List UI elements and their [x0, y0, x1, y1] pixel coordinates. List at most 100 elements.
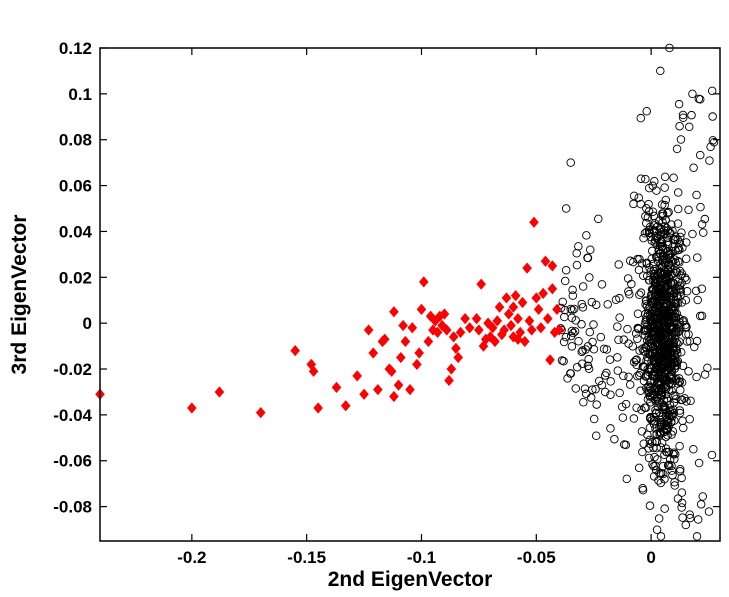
- circle-point: [636, 288, 646, 297]
- circle-point: [656, 390, 666, 400]
- circle-point: [654, 514, 664, 523]
- diamond-point: [446, 363, 457, 375]
- circle-point: [677, 498, 687, 508]
- diamond-point: [503, 308, 514, 320]
- circle-point: [560, 276, 570, 286]
- circle-point: [675, 377, 685, 387]
- circle-point: [657, 262, 667, 271]
- circle-point: [681, 295, 691, 305]
- circle-point: [673, 235, 682, 244]
- tick-layer: -0.2 -0.15 -0.1 -0.05 0 -0.08 -0.06 -0.04 -0.02 0…: [53, 39, 720, 567]
- circle-point: [708, 136, 718, 145]
- circle-point: [660, 402, 669, 411]
- circle-point: [561, 332, 571, 342]
- circle-point: [657, 326, 666, 335]
- circle-point: [682, 287, 692, 296]
- circle-point: [664, 447, 674, 457]
- circle-point: [586, 245, 595, 255]
- circle-point: [606, 424, 615, 433]
- circle-point: [583, 361, 593, 371]
- circle-point: [639, 233, 648, 243]
- y-tick-label: 0.08: [59, 131, 92, 150]
- circle-point: [639, 271, 648, 280]
- circle-point: [655, 285, 665, 294]
- x-tick-label: -0.2: [177, 548, 206, 567]
- diamond-point: [389, 390, 399, 403]
- diamond-point: [398, 319, 408, 332]
- circle-point: [600, 387, 610, 397]
- circle-point: [643, 395, 653, 404]
- circle-point: [656, 319, 666, 329]
- y-tick-label: -0.02: [53, 360, 92, 379]
- circle-point: [661, 420, 671, 429]
- circle-point: [613, 366, 623, 375]
- circle-point: [591, 431, 601, 441]
- circle-point: [646, 378, 655, 387]
- diamond-point: [444, 374, 454, 387]
- y-tick-label: 0.06: [59, 177, 92, 196]
- circle-point: [684, 205, 693, 215]
- circle-point: [638, 485, 648, 495]
- circle-point: [568, 291, 578, 300]
- circle-point: [652, 443, 661, 453]
- circle-point: [636, 386, 645, 396]
- circle-point: [693, 295, 702, 305]
- circle-point: [633, 371, 642, 381]
- circle-point: [655, 288, 664, 297]
- diamond-point: [490, 335, 500, 348]
- circle-point: [669, 301, 678, 311]
- circle-point: [643, 341, 652, 350]
- diamond-point: [464, 322, 475, 334]
- circle-point: [643, 309, 653, 319]
- diamond-point: [499, 324, 509, 336]
- circle-point: [586, 393, 596, 402]
- circle-point: [583, 253, 592, 263]
- diamond-point: [510, 290, 521, 302]
- circle-point: [696, 202, 705, 212]
- circle-point: [583, 342, 593, 351]
- diamond-point: [526, 324, 537, 336]
- circle-point: [662, 223, 671, 233]
- circle-point: [675, 121, 684, 131]
- circle-point: [633, 324, 643, 333]
- circle-point: [647, 254, 657, 263]
- circle-point: [707, 86, 717, 96]
- circle-point: [673, 188, 683, 197]
- circle-point: [568, 285, 577, 295]
- circle-point: [641, 174, 650, 184]
- circle-point: [686, 396, 695, 406]
- circle-point: [656, 66, 665, 76]
- y-tick-label: 0.02: [59, 268, 92, 287]
- circle-point: [657, 438, 667, 448]
- diamond-point: [352, 370, 362, 382]
- diamond-point: [389, 306, 399, 318]
- circle-point: [663, 333, 672, 342]
- circle-point: [572, 362, 582, 372]
- circle-point: [676, 291, 685, 300]
- circle-point: [666, 304, 675, 313]
- circle-point: [634, 463, 644, 473]
- circle-point: [663, 269, 672, 279]
- circle-point: [646, 398, 655, 407]
- y-axis-label: 3rd EigenVector: [8, 215, 31, 375]
- diamond-point: [393, 379, 404, 391]
- circle-point: [644, 226, 654, 235]
- diamond-point: [363, 324, 374, 336]
- circle-point: [665, 321, 675, 330]
- circle-point: [681, 238, 691, 247]
- circle-point: [697, 220, 707, 229]
- circle-point: [709, 137, 719, 147]
- circle-point: [633, 309, 643, 319]
- circle-point: [633, 334, 642, 344]
- circle-point: [650, 452, 659, 462]
- diamond-point: [340, 400, 351, 412]
- circle-point: [646, 412, 655, 422]
- x-tick-label: -0.05: [517, 548, 556, 567]
- circle-point: [631, 356, 640, 365]
- circle-point: [675, 406, 685, 415]
- circle-point: [657, 418, 666, 427]
- circle-point: [671, 235, 680, 244]
- circle-point: [707, 450, 717, 460]
- circle-point: [682, 275, 691, 285]
